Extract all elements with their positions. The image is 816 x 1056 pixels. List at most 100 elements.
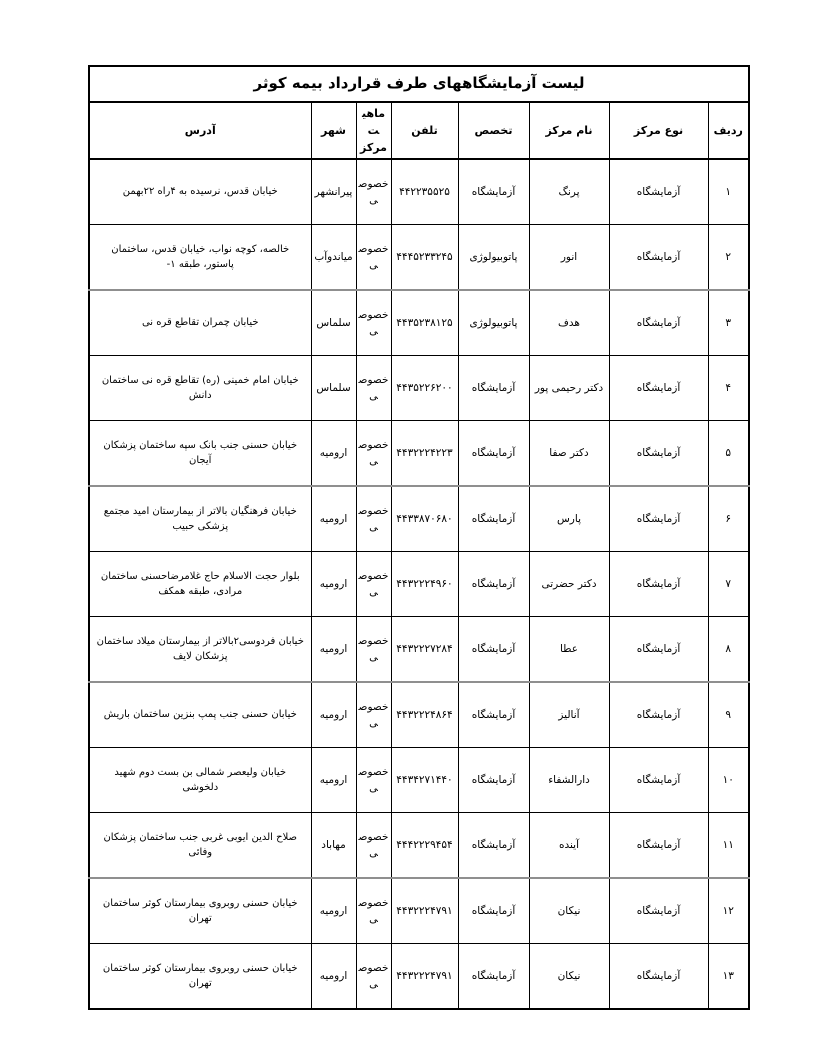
cell-center-type: آزمایشگاه — [608, 877, 709, 945]
header-specialty: تخصص — [457, 101, 530, 161]
table-row: ۷ آزمایشگاه دکتر حضرتی آزمایشگاه ۴۴۳۲۲۲۴… — [88, 551, 750, 618]
cell-phone: ۴۴۳۵۲۲۶۲۰۰ — [390, 355, 459, 422]
cell-center-type: آزمایشگاه — [608, 224, 709, 292]
cell-phone: ۴۴۳۲۲۲۴۷۹۱ — [390, 877, 459, 945]
cell-nature: خصوصی — [355, 420, 392, 488]
cell-nature: خصوصی — [355, 812, 392, 880]
cell-specialty: آزمایشگاه — [457, 877, 530, 945]
cell-phone: ۴۴۳۲۲۲۴۲۲۳ — [390, 420, 459, 488]
table-row: ۵ آزمایشگاه دکتر صفا آزمایشگاه ۴۴۳۲۲۲۴۲۲… — [88, 420, 750, 488]
cell-specialty: آزمایشگاه — [457, 551, 530, 618]
cell-specialty: آزمایشگاه — [457, 485, 530, 553]
cell-address: خیابان فردوسی۲بالاتر از بیمارستان میلاد … — [88, 616, 312, 684]
header-row-number: ردیف — [707, 101, 750, 161]
cell-phone: ۴۴۳۴۲۷۱۴۴۰ — [390, 747, 459, 814]
cell-center-name: آینده — [528, 812, 610, 880]
cell-nature: خصوصی — [355, 681, 392, 749]
cell-nature: خصوصی — [355, 747, 392, 814]
cell-nature: خصوصی — [355, 289, 392, 357]
cell-phone: ۴۴۳۵۲۳۸۱۲۵ — [390, 289, 459, 357]
table-row: ۶ آزمایشگاه پارس آزمایشگاه ۴۴۳۳۸۷۰۶۸۰ خص… — [88, 485, 750, 553]
header-phone: تلفن — [390, 101, 459, 161]
cell-row-number: ۵ — [707, 420, 750, 488]
cell-nature: خصوصی — [355, 616, 392, 684]
cell-center-name: دکتر صفا — [528, 420, 610, 488]
table-row: ۱۲ آزمایشگاه نیکان آزمایشگاه ۴۴۳۲۲۲۴۷۹۱ … — [88, 877, 750, 945]
cell-center-type: آزمایشگاه — [608, 681, 709, 749]
cell-address: خیابان حسنی جنب بانک سپه ساختمان پزشکان … — [88, 420, 312, 488]
cell-center-type: آزمایشگاه — [608, 943, 709, 1010]
cell-row-number: ۴ — [707, 355, 750, 422]
title-row: لیست آزمایشگاههای طرف قرارداد بیمه کوثر — [88, 65, 750, 103]
cell-row-number: ۹ — [707, 681, 750, 749]
table-row: ۹ آزمایشگاه آنالیز آزمایشگاه ۴۴۳۲۲۲۴۸۶۴ … — [88, 681, 750, 749]
cell-center-name: آنالیز — [528, 681, 610, 749]
table-row: ۱ آزمایشگاه پرنگ آزمایشگاه ۴۴۲۲۳۵۵۲۵ خصو… — [88, 158, 750, 226]
cell-row-number: ۳ — [707, 289, 750, 357]
cell-phone: ۴۴۳۲۲۲۷۲۸۴ — [390, 616, 459, 684]
cell-city: ارومیه — [310, 551, 357, 618]
cell-specialty: پاتوبیولوژی — [457, 289, 530, 357]
cell-specialty: آزمایشگاه — [457, 158, 530, 226]
cell-phone: ۴۴۳۲۲۲۴۷۹۱ — [390, 943, 459, 1010]
cell-city: سلماس — [310, 289, 357, 357]
cell-specialty: آزمایشگاه — [457, 943, 530, 1010]
cell-address: بلوار حجت الاسلام حاج غلامرضاحسنی ساختما… — [88, 551, 312, 618]
cell-city: میاندوآب — [310, 224, 357, 292]
cell-center-type: آزمایشگاه — [608, 420, 709, 488]
cell-specialty: آزمایشگاه — [457, 616, 530, 684]
cell-row-number: ۱۳ — [707, 943, 750, 1010]
cell-city: مهاباد — [310, 812, 357, 880]
labs-table: لیست آزمایشگاههای طرف قرارداد بیمه کوثر … — [88, 65, 750, 1011]
cell-center-name: انور — [528, 224, 610, 292]
cell-specialty: آزمایشگاه — [457, 681, 530, 749]
cell-row-number: ۸ — [707, 616, 750, 684]
cell-phone: ۴۴۴۵۲۳۳۲۴۵ — [390, 224, 459, 292]
cell-center-type: آزمایشگاه — [608, 485, 709, 553]
cell-city: پیرانشهر — [310, 158, 357, 226]
table-row: ۲ آزمایشگاه انور پاتوبیولوژی ۴۴۴۵۲۳۳۲۴۵ … — [88, 224, 750, 292]
cell-nature: خصوصی — [355, 551, 392, 618]
cell-center-name: پارس — [528, 485, 610, 553]
cell-specialty: آزمایشگاه — [457, 747, 530, 814]
cell-center-name: دارالشفاء — [528, 747, 610, 814]
cell-center-name: نیکان — [528, 943, 610, 1010]
header-city: شهر — [310, 101, 357, 161]
cell-row-number: ۱۱ — [707, 812, 750, 880]
cell-address: خیابان چمران تقاطع قره نی — [88, 289, 312, 357]
table-row: ۸ آزمایشگاه عطا آزمایشگاه ۴۴۳۲۲۲۷۲۸۴ خصو… — [88, 616, 750, 684]
cell-row-number: ۱۲ — [707, 877, 750, 945]
cell-center-type: آزمایشگاه — [608, 551, 709, 618]
cell-center-type: آزمایشگاه — [608, 158, 709, 226]
header-center-name: نام مرکز — [528, 101, 610, 161]
cell-address: خیابان حسنی روبروی بیمارستان کوثر ساختما… — [88, 877, 312, 945]
cell-phone: ۴۴۲۲۳۵۵۲۵ — [390, 158, 459, 226]
cell-city: سلماس — [310, 355, 357, 422]
cell-center-name: دکتر حضرتی — [528, 551, 610, 618]
cell-address: خیابان امام خمینی (ره) تقاطع قره نی ساخت… — [88, 355, 312, 422]
header-nature: ماهیت مرکز — [355, 101, 392, 161]
cell-center-type: آزمایشگاه — [608, 616, 709, 684]
cell-nature: خصوصی — [355, 485, 392, 553]
cell-center-name: دکتر رحیمی پور — [528, 355, 610, 422]
cell-row-number: ۱ — [707, 158, 750, 226]
cell-address: خیابان فرهنگیان بالاتر از بیمارستان امید… — [88, 485, 312, 553]
page-title: لیست آزمایشگاههای طرف قرارداد بیمه کوثر — [88, 65, 750, 103]
cell-city: ارومیه — [310, 616, 357, 684]
cell-center-name: عطا — [528, 616, 610, 684]
table-row: ۴ آزمایشگاه دکتر رحیمی پور آزمایشگاه ۴۴۳… — [88, 355, 750, 422]
header-address: آدرس — [88, 101, 312, 161]
cell-city: ارومیه — [310, 943, 357, 1010]
cell-center-name: نیکان — [528, 877, 610, 945]
cell-nature: خصوصی — [355, 224, 392, 292]
cell-city: ارومیه — [310, 747, 357, 814]
cell-address: خالصه، کوچه نواب، خیابان قدس، ساختمان پا… — [88, 224, 312, 292]
header-row: ردیف نوع مرکز نام مرکز تخصص تلفن ماهیت م… — [88, 101, 750, 161]
cell-center-type: آزمایشگاه — [608, 747, 709, 814]
cell-phone: ۴۴۳۲۲۲۴۸۶۴ — [390, 681, 459, 749]
cell-center-type: آزمایشگاه — [608, 289, 709, 357]
cell-city: ارومیه — [310, 877, 357, 945]
cell-nature: خصوصی — [355, 943, 392, 1010]
cell-address: خیابان حسنی روبروی بیمارستان کوثر ساختما… — [88, 943, 312, 1010]
